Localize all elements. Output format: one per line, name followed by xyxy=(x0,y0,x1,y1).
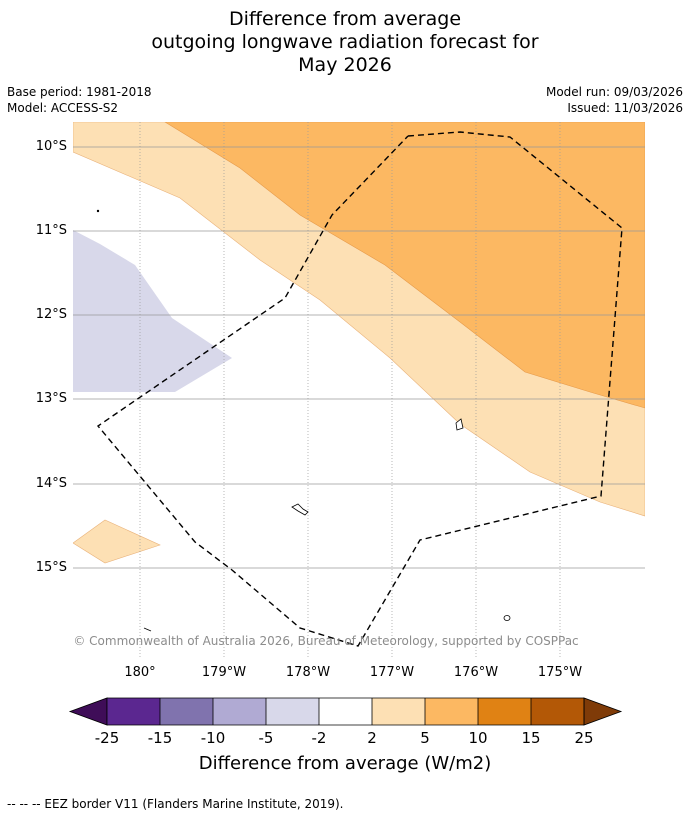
lon-label-180: 180° xyxy=(124,665,156,680)
lon-label-179w: 179°W xyxy=(201,665,247,680)
lat-label-15s: 15°S xyxy=(35,560,67,575)
anomaly-patch-southwest xyxy=(73,519,161,564)
colorbar-label-10: 10 xyxy=(468,729,488,747)
colorbar-label-25: 25 xyxy=(574,729,594,747)
map-plot-area: © Commonwealth of Australia 2026, Bureau… xyxy=(73,122,645,657)
title-line-2: outgoing longwave radiation forecast for xyxy=(151,31,539,53)
colorbar-extend-low xyxy=(68,697,108,726)
map-title: Difference from average outgoing longwav… xyxy=(0,8,690,77)
lat-label-14s: 14°S xyxy=(35,476,67,491)
title-line-3: May 2026 xyxy=(298,54,392,76)
lon-label-176w: 176°W xyxy=(453,665,499,680)
lat-label-10s: 10°S xyxy=(35,139,67,154)
islands xyxy=(96,209,511,632)
lat-label-13s: 13°S xyxy=(35,391,67,406)
island-south xyxy=(143,627,152,632)
colorbar xyxy=(68,697,623,726)
colorbar-label-15: 15 xyxy=(521,729,541,747)
lat-label-11s: 11°S xyxy=(35,223,67,238)
colorbar-label-2: 2 xyxy=(367,729,377,747)
lon-label-175w: 175°W xyxy=(537,665,583,680)
colorbar-bin-15-25 xyxy=(531,698,584,725)
colorbar-bin-10-15 xyxy=(478,698,531,725)
colorbar-label-minus15: -15 xyxy=(147,729,173,747)
colorbar-label-minus25: -25 xyxy=(94,729,120,747)
colorbar-bin-minus10-minus5 xyxy=(213,698,266,725)
model-run-date: Model run: 09/03/2026 xyxy=(545,85,683,99)
title-line-1: Difference from average xyxy=(228,8,462,30)
eez-legend: -- -- -- EEZ border V11 (Flanders Marine… xyxy=(7,797,344,811)
anomaly-region-5-to-10 xyxy=(164,122,645,409)
base-period: Base period: 1981-2018 xyxy=(7,85,152,99)
colorbar-extend-high xyxy=(583,697,623,726)
lon-label-177w: 177°W xyxy=(369,665,415,680)
lat-label-12s: 12°S xyxy=(35,307,67,322)
island-southeast xyxy=(503,615,511,621)
model-info: Base period: 1981-2018 Model: ACCESS-S2 xyxy=(7,84,152,116)
colorbar-label-5: 5 xyxy=(420,729,430,747)
model-name: Model: ACCESS-S2 xyxy=(7,101,119,115)
islet-north xyxy=(96,209,100,213)
colorbar-label-minus2: -2 xyxy=(311,729,327,747)
lon-label-178w: 178°W xyxy=(285,665,331,680)
copyright-notice: © Commonwealth of Australia 2026, Bureau… xyxy=(73,634,578,648)
colorbar-bin-5-10 xyxy=(425,698,478,725)
run-info: Model run: 09/03/2026 Issued: 11/03/2026 xyxy=(546,84,683,116)
colorbar-bin-minus2-2 xyxy=(319,698,372,725)
colorbar-bin-minus15-minus10 xyxy=(160,698,213,725)
island-central xyxy=(291,503,309,516)
colorbar-bin-2-5 xyxy=(372,698,425,725)
anomaly-region-minus-5-to-minus-2 xyxy=(73,230,232,392)
issued-date: Issued: 11/03/2026 xyxy=(567,101,683,115)
eez-border xyxy=(96,131,623,647)
colorbar-title: Difference from average (W/m2) xyxy=(198,753,492,774)
island-east xyxy=(455,418,464,431)
colorbar-label-minus5: -5 xyxy=(258,729,274,747)
grid-lines xyxy=(73,122,645,657)
colorbar-label-minus10: -10 xyxy=(200,729,226,747)
colorbar-bin-minus5-minus2 xyxy=(266,698,319,725)
colorbar-bin-minus25-minus15 xyxy=(107,698,160,725)
